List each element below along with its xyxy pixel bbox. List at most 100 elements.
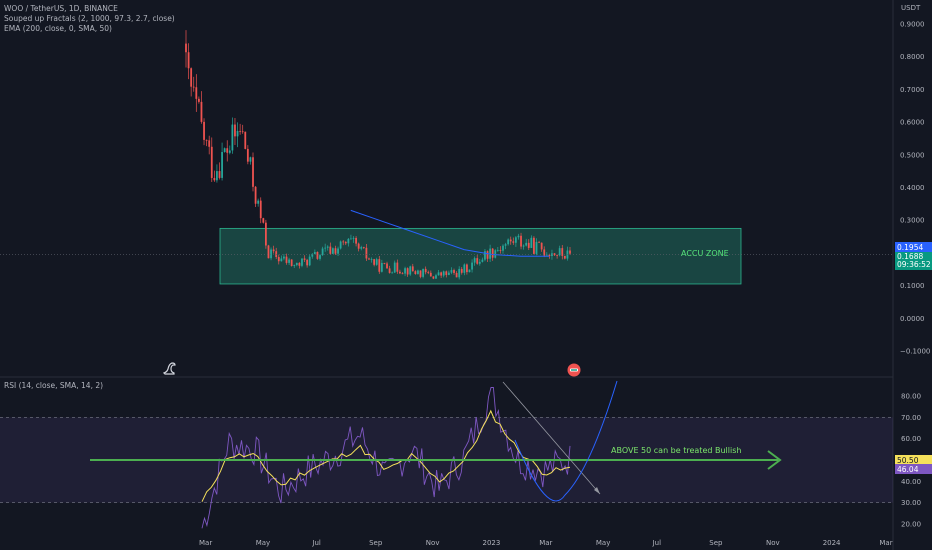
candle-body [419,270,422,277]
time-tick-label: Mar [199,539,212,547]
candle-body [329,246,332,254]
rsi-indicator-legend[interactable]: RSI (14, close, SMA, 14, 2) [4,381,104,390]
bar-countdown: 09:36:52 [897,260,931,269]
candle-body [386,263,388,269]
candle-body [290,259,293,266]
candle-body [435,275,437,279]
candle-body [484,251,486,260]
candle-body [223,148,226,153]
candle-body [205,139,208,141]
candle-body [208,140,211,147]
dinosaur-icon[interactable] [162,360,178,376]
candle-body [504,244,507,246]
price-tick-label: −0.1000 [900,348,930,356]
candle-body [331,248,334,254]
candle-body [192,86,195,88]
price-tick-label: 0.4000 [900,184,925,192]
candle-body [210,146,213,178]
ema-price-tag: 0.1688 09:36:52 [895,252,932,270]
time-tick-label: Nov [426,539,440,547]
candle-body [264,222,267,246]
candle-body [267,245,270,259]
accu-zone-label: ACCU ZONE [681,249,729,258]
candle-body [197,98,200,102]
candle-body [244,131,247,149]
candle-body [365,247,368,259]
rsi-tick-label: 30.00 [901,499,921,507]
candle-body [558,248,561,256]
candle-body [303,258,306,260]
candle-body [239,130,242,132]
candle-body [347,238,350,244]
ema-indicator-legend[interactable]: EMA (200, close, 0, SMA, 50) [4,24,112,33]
rsi-tick-label: 70.00 [901,414,921,422]
candle-body [301,258,303,266]
candle-body [262,218,265,223]
time-tick-label: Mar [879,539,892,547]
symbol-title[interactable]: WOO / TetherUS, 1D, BINANCE [4,4,118,13]
candle-body [476,258,479,264]
candle-body [234,124,236,137]
rsi-ma-value-tag: 46.04 [895,464,932,474]
candle-body [368,258,370,260]
candle-body [411,266,414,272]
candle-body [249,157,252,162]
candle-body [535,241,538,254]
candle-body [285,256,288,263]
candle-body [424,268,427,273]
candle-body [257,200,260,204]
bullish-arrow-head [767,450,782,470]
candle-body [352,237,355,239]
candle-body [512,241,515,243]
candle-body [409,266,412,275]
candle-body [342,241,345,243]
time-tick-label: Mar [539,539,552,547]
candle-body [324,247,327,249]
candle-body [319,255,321,259]
price-tick-label: 0.0000 [900,315,925,323]
candle-body [442,271,445,276]
fractals-indicator-legend[interactable]: Souped up Fractals (2, 1000, 97.3, 2.7, … [4,14,175,23]
candle-body [499,250,502,251]
candle-body [471,262,473,270]
bullish-arrow-label: ABOVE 50 can be treated Bullish [611,446,742,455]
rsi-trendline [502,381,601,495]
candle-body [362,247,365,248]
candle-body [553,253,556,256]
time-tick-label: Sep [369,539,383,547]
candle-body [440,272,443,276]
tradingview-badge-icon[interactable] [567,362,581,377]
last-price-tag: 0.1954 [895,242,932,253]
candle-body [306,259,309,266]
rsi-ma-line [201,409,571,502]
candle-body [259,200,262,219]
candle-body [494,250,497,258]
candle-body [530,237,533,248]
candle-body [355,237,357,244]
candle-body [380,262,383,272]
candle-body [533,237,535,254]
time-tick-label: 2023 [483,539,501,547]
candle-body [308,256,311,266]
candle-body [226,148,229,153]
candle-body [218,171,221,178]
candle-body [288,259,290,263]
candle-body [432,276,435,279]
candle-body [481,259,484,262]
candle-body [298,262,301,266]
candles [185,30,571,280]
price-pane[interactable] [0,0,894,550]
candle-body [388,268,391,273]
candle-body [447,272,450,275]
candle-body [540,242,543,250]
candle-body [455,272,458,278]
candle-body [293,265,296,266]
candle-body [190,68,193,87]
rsi-trendline-head [594,487,600,494]
candle-body [404,268,406,274]
candle-body [514,237,517,243]
candle-body [350,238,352,240]
candle-body [525,242,528,246]
rsi-pane[interactable] [0,380,893,529]
